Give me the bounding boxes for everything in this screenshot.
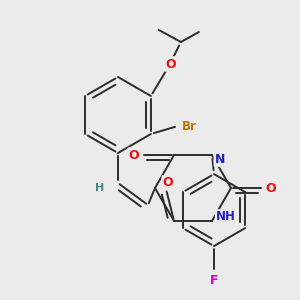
Text: F: F	[210, 274, 218, 286]
Text: Br: Br	[182, 119, 196, 133]
Text: NH: NH	[216, 210, 236, 224]
Text: H: H	[95, 183, 105, 193]
Text: O: O	[129, 148, 139, 162]
Text: O: O	[163, 176, 173, 189]
Text: N: N	[215, 153, 225, 166]
Text: O: O	[266, 182, 276, 194]
Text: O: O	[166, 58, 176, 70]
